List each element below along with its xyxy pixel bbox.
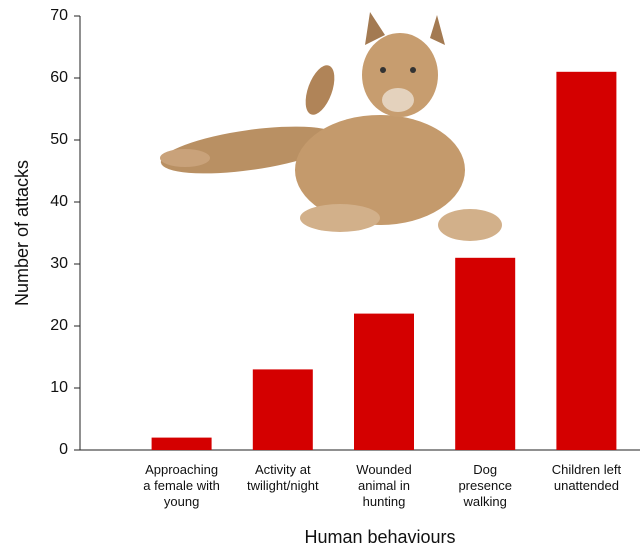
y-axis-label: Number of attacks xyxy=(12,160,32,306)
x-tick-label: Approaching a female with young xyxy=(143,462,220,509)
y-tick-label: 10 xyxy=(50,379,68,396)
y-tick-label: 70 xyxy=(50,7,68,24)
x-tick-label: Wounded animal in hunting xyxy=(356,462,411,509)
bar xyxy=(252,369,313,450)
x-tick-label: Children left unattended xyxy=(552,462,622,493)
y-tick-label: 30 xyxy=(50,255,68,272)
y-tick-label: 50 xyxy=(50,131,68,148)
y-tick-label: 20 xyxy=(50,317,68,334)
cougar-illustration xyxy=(160,12,502,241)
bar xyxy=(455,257,516,450)
x-tick-label: Dog presence walking xyxy=(458,462,511,509)
x-tick-label: Activity at twilight/night xyxy=(247,462,319,493)
x-axis-label: Human behaviours xyxy=(304,527,455,545)
bar xyxy=(354,313,414,450)
bar xyxy=(556,71,617,451)
y-tick-label: 0 xyxy=(59,441,68,458)
y-tick-label: 60 xyxy=(50,69,68,86)
y-tick-label: 40 xyxy=(50,193,68,210)
bar xyxy=(151,437,212,450)
